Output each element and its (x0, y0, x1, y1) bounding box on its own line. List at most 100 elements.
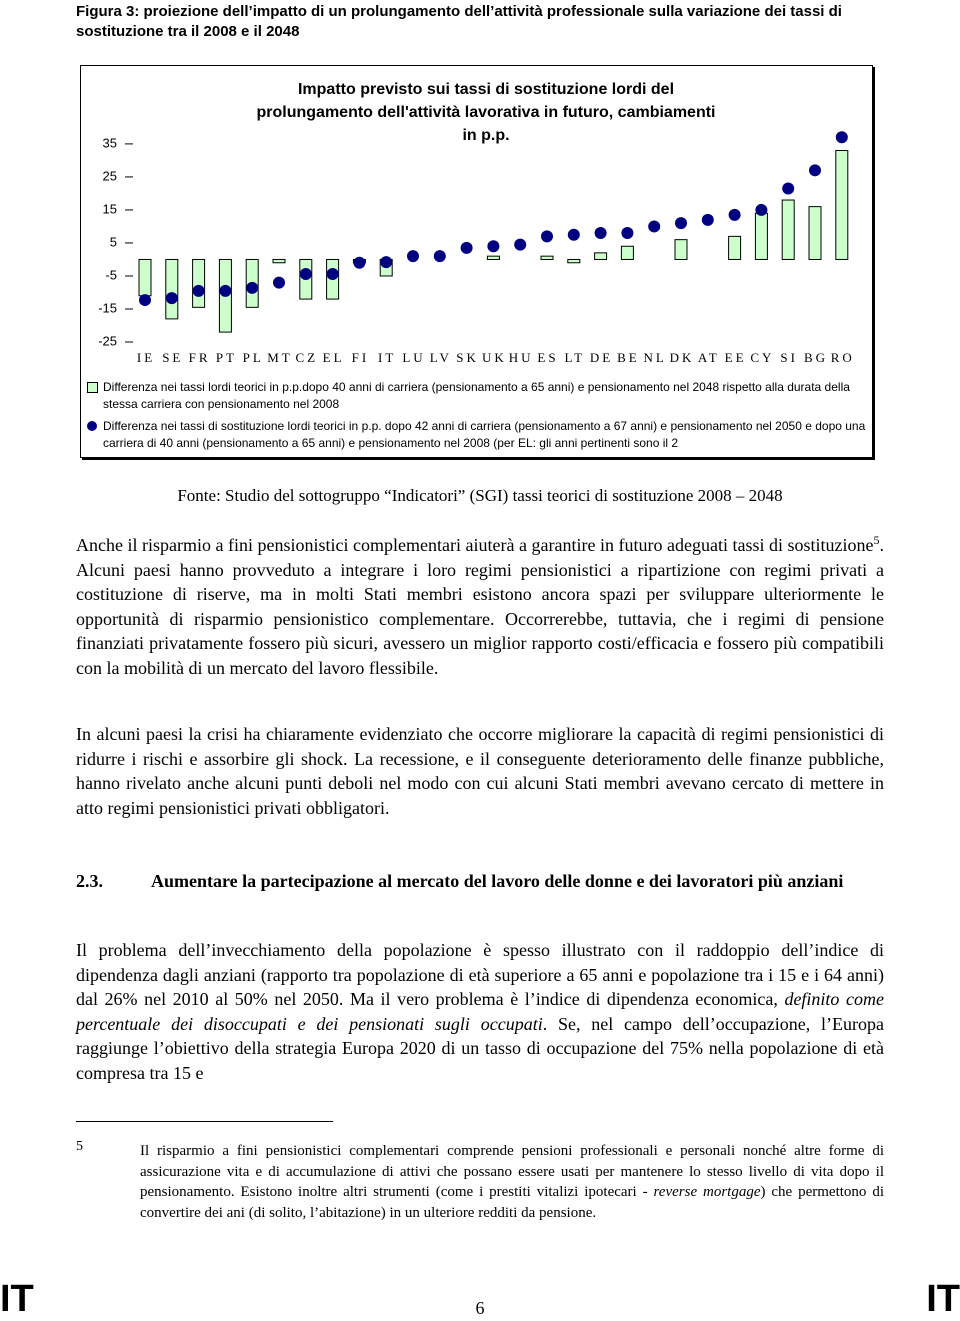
x-tick-label: CY (750, 350, 774, 365)
dot (648, 220, 661, 233)
dot (835, 131, 848, 144)
bar (594, 252, 608, 260)
dot (728, 208, 741, 221)
paragraph: In alcuni paesi la crisi ha chiaramente … (76, 722, 884, 820)
bar (808, 206, 822, 260)
dot (755, 203, 768, 216)
x-tick-label: CZ (295, 350, 318, 365)
dot (219, 284, 232, 297)
y-tick-label: 5 (110, 234, 117, 249)
x-tick-label: AT (698, 350, 720, 365)
bar (540, 255, 554, 260)
text: Il problema dell’invecchiamento della po… (76, 940, 884, 1010)
bar (728, 235, 742, 260)
footnote-number: 5 (76, 1139, 83, 1154)
text: In alcuni paesi la crisi ha chiaramente … (76, 724, 884, 818)
dot (782, 182, 795, 195)
dot (567, 228, 580, 241)
bar (781, 199, 795, 260)
x-tick-label: EL (323, 350, 345, 365)
dot (487, 240, 500, 253)
footnote: Il risparmio a fini pensionistici comple… (140, 1141, 884, 1223)
x-tick-label: PL (243, 350, 264, 365)
bar (567, 258, 581, 264)
dot (621, 227, 634, 240)
legend-text: Differenza nei tassi lordi teorici in p.… (103, 380, 850, 411)
legend-entry: Differenza nei tassi di sostituzione lor… (87, 418, 878, 452)
x-tick-label: BE (617, 350, 640, 365)
dot (246, 281, 259, 294)
bar (754, 212, 768, 260)
footnote-ref: 5 (873, 533, 880, 547)
text: . Se, nel campo dell’occupazione, l’Euro… (76, 1013, 884, 1083)
paragraph: Anche il risparmio a fini pensionistici … (76, 528, 884, 681)
bar (835, 150, 849, 260)
x-tick-label: SI (780, 350, 798, 365)
x-tick-label: EE (725, 350, 747, 365)
x-tick-label: SK (456, 350, 479, 365)
dot (192, 284, 205, 297)
x-tick-label: DK (670, 350, 695, 365)
y-tick-label: -15 (98, 300, 117, 315)
text: ) che permettono di convertire dei ani (… (140, 1184, 884, 1221)
chart-title: Impatto previsto sui tassi di sostituzio… (256, 81, 716, 144)
x-tick-label: LV (430, 350, 452, 365)
page-number: 6 (475, 1298, 485, 1318)
dot (460, 241, 473, 254)
footer-left: IT (0, 1278, 34, 1320)
bar (620, 245, 634, 260)
x-tick-label: UK (482, 350, 507, 365)
chart-box: 35 25 15 5 -5 -15 -25 IE SE FR PT PL MT CZ EL FI IT LU LV S… (80, 65, 873, 458)
bar (486, 255, 500, 260)
x-tick-label: IT (378, 350, 396, 365)
y-tick-label: 35 (103, 135, 117, 150)
text-italic: definito come percentuale dei disoccupat… (76, 989, 884, 1034)
dot (514, 238, 527, 251)
dot (299, 267, 312, 280)
dot (594, 227, 607, 240)
dot (273, 276, 285, 289)
legend-marker (87, 421, 97, 431)
paragraph: Il problema dell’invecchiamento della po… (76, 938, 884, 1086)
dot (809, 164, 821, 177)
x-tick-label: DE (590, 350, 613, 365)
dot (353, 256, 366, 269)
dot (139, 294, 151, 307)
source: Fonte: Studio del sottogruppo “Indicator… (177, 486, 783, 505)
legend-entry: Differenza nei tassi lordi teorici in p.… (87, 379, 878, 413)
x-tick-label: NL (644, 350, 667, 365)
text: . Alcuni paesi hanno provveduto a integr… (76, 535, 884, 678)
y-tick-label: -25 (98, 333, 117, 348)
x-tick-label: ES (537, 350, 558, 365)
dot (675, 217, 687, 230)
chart: 35 25 15 5 -5 -15 -25 IE SE FR PT PL MT CZ EL FI IT LU LV S… (98, 131, 855, 365)
x-tick-label: HU (509, 350, 534, 365)
dot (326, 267, 339, 280)
legend-marker (87, 382, 98, 393)
text-italic: reverse mortgage (653, 1184, 761, 1200)
text: Il risparmio a fini pensionistici comple… (140, 1143, 884, 1200)
dot (701, 213, 714, 226)
dot (380, 256, 393, 269)
x-tick-label: BG (804, 350, 828, 365)
x-tick-label: MT (267, 350, 293, 365)
figure-caption: Figura 3: proiezione dell’impatto di un … (76, 3, 842, 40)
x-tick-label: FI (352, 350, 370, 365)
x-tick-label: IE (137, 350, 155, 365)
y-tick-label: 15 (103, 201, 117, 216)
y-tick-label: -5 (105, 267, 117, 282)
x-tick-label: RO (831, 350, 855, 365)
x-tick-label: LU (402, 350, 425, 365)
x-tick-label: PT (216, 350, 237, 365)
dot (165, 292, 178, 305)
section-title: Aumentare la partecipazione al mercato d… (151, 871, 844, 891)
x-tick-label: SE (162, 350, 183, 365)
dot (433, 250, 446, 263)
footer-right: IT (926, 1278, 960, 1320)
bar (138, 258, 152, 297)
bar (674, 239, 688, 260)
bar (272, 258, 286, 264)
y-tick-label: 25 (103, 168, 117, 183)
x-tick-label: FR (189, 350, 211, 365)
